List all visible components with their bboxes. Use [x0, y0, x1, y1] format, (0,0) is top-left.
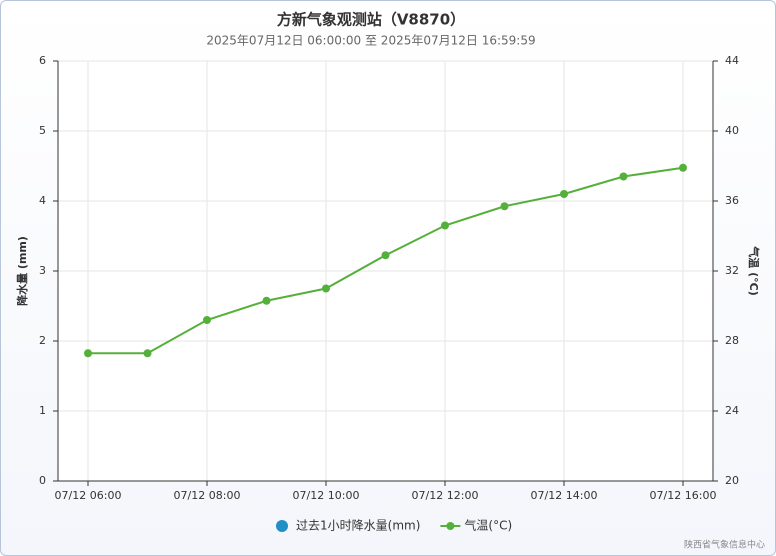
y-tick-label: 2 [39, 334, 46, 347]
point [500, 202, 509, 211]
y-tick-label: 0 [39, 474, 46, 487]
point [322, 284, 330, 293]
y2-tick-label: 44 [725, 54, 739, 67]
y2-tick-label: 40 [725, 124, 739, 137]
point [84, 349, 92, 358]
x-tick-label: 07/12 08:00 [174, 489, 241, 502]
y-tick-label: 4 [39, 194, 46, 207]
y-axis-title: 降水量 (mm) [15, 236, 29, 306]
point [679, 163, 687, 172]
x-tick-label: 07/12 06:00 [55, 489, 122, 502]
y-tick-label: 3 [39, 264, 46, 277]
y-tick-label: 1 [39, 404, 46, 417]
x-tick-label: 07/12 12:00 [412, 489, 479, 502]
point [560, 190, 568, 198]
y2-tick-label: 32 [725, 264, 739, 277]
point [203, 316, 211, 324]
y-tick-label: 5 [39, 124, 46, 137]
legend-marker [276, 520, 288, 532]
legend-marker [446, 522, 455, 530]
y2-axis-title: 气温 (°C) [747, 245, 761, 295]
point [262, 296, 271, 305]
legend-label: 过去1小时降水量(mm) [296, 519, 420, 533]
point [619, 172, 628, 181]
point [381, 251, 390, 260]
y2-tick-label: 36 [725, 194, 739, 207]
y2-tick-label: 28 [725, 334, 739, 347]
point [143, 349, 152, 358]
x-tick-label: 07/12 16:00 [650, 489, 717, 502]
y2-tick-label: 20 [725, 474, 739, 487]
x-tick-label: 07/12 14:00 [531, 489, 598, 502]
x-tick-label: 07/12 10:00 [293, 489, 360, 502]
credit: 陕西省气象信息中心 [684, 539, 765, 551]
chart-title: 方新气象观测站（V8870） [277, 11, 465, 29]
chart-subtitle: 2025年07月12日 06:00:00 至 2025年07月12日 16:59… [206, 34, 535, 48]
point [441, 221, 449, 230]
y2-tick-label: 24 [725, 404, 739, 417]
y-tick-label: 6 [39, 54, 46, 67]
legend-label: 气温(°C) [464, 518, 512, 533]
